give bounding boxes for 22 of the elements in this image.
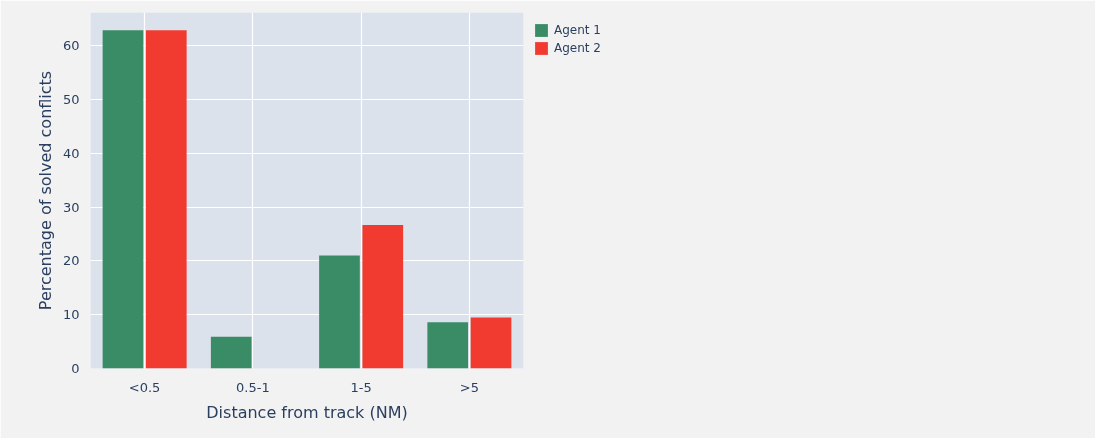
y-axis-title: Percentage of solved conflicts bbox=[35, 70, 55, 311]
bar bbox=[210, 336, 252, 369]
y-tick-label: 20 bbox=[62, 253, 80, 269]
y-tick-label: 60 bbox=[62, 38, 80, 54]
bar bbox=[319, 255, 360, 369]
y-tick-label: 50 bbox=[62, 92, 80, 108]
x-tick-label: 1-5 bbox=[350, 379, 372, 395]
bar bbox=[102, 30, 144, 369]
bar bbox=[470, 317, 512, 369]
legend-label: Agent 2 bbox=[554, 41, 601, 55]
y-tick-label: 40 bbox=[62, 145, 80, 161]
bar bbox=[362, 224, 404, 369]
x-tick-label: 0.5-1 bbox=[236, 379, 270, 395]
y-tick-label: 0 bbox=[71, 361, 80, 376]
x-tick-label: >5 bbox=[459, 379, 479, 395]
legend-label: Agent 1 bbox=[554, 23, 601, 37]
y-tick-label: 30 bbox=[62, 199, 80, 215]
bar bbox=[145, 30, 187, 369]
x-tick-label: <0.5 bbox=[128, 379, 161, 395]
y-tick-label: 10 bbox=[62, 307, 80, 323]
bar bbox=[427, 322, 469, 369]
x-axis-title: Distance from track (NM) bbox=[206, 402, 408, 422]
